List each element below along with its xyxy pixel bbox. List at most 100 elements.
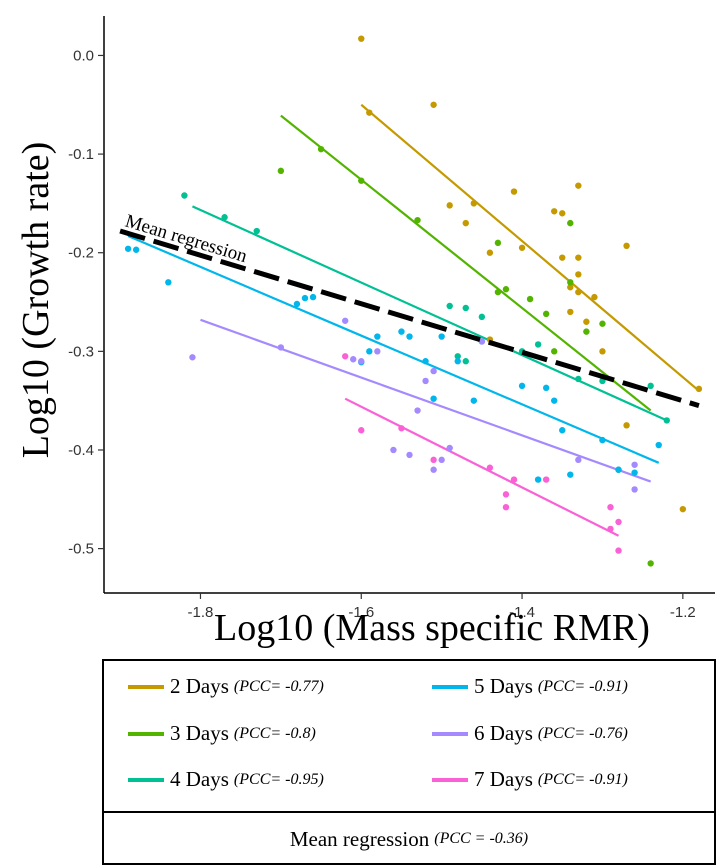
legend-swatch (432, 731, 468, 736)
data-point (430, 367, 437, 375)
data-point (358, 35, 365, 42)
data-points (124, 35, 703, 567)
legend-item-label: 5 Days (474, 674, 533, 698)
data-point (647, 560, 654, 567)
data-point (317, 145, 325, 153)
data-point (631, 486, 638, 493)
data-point (414, 407, 421, 414)
scatter-plot: -1.8 -1.6 -1.4 -1.20.0-0.1-0.2-0.3-0.4-0.5 … (15, 16, 715, 649)
legend-item-7-days: 7 Days (PCC= -0.91) (432, 767, 628, 792)
x-tick-label: -1.2 (670, 604, 696, 621)
y-tick-label: -0.1 (68, 146, 94, 163)
legend-item-6-days: 6 Days (PCC= -0.76) (432, 721, 628, 746)
legend-item-label: 4 Days (170, 767, 229, 791)
data-point (358, 358, 365, 365)
data-point (390, 446, 397, 454)
data-point (189, 354, 196, 361)
data-point (165, 279, 172, 286)
data-point (293, 300, 301, 308)
legend-swatch (432, 777, 468, 782)
data-point (502, 286, 510, 293)
legend-item-2-days: 2 Days (PCC= -0.77) (128, 674, 324, 699)
series-regression-line (360, 103, 700, 392)
data-point (559, 427, 566, 434)
data-point (526, 295, 534, 303)
data-point (358, 427, 365, 434)
legend-item-pcc: (PCC= -0.91) (537, 677, 628, 695)
series-regression-line (127, 234, 660, 464)
data-point (253, 227, 260, 235)
data-point (534, 476, 542, 483)
legend-item-pcc: (PCC= -0.8) (233, 724, 316, 742)
mean-regression-line (119, 228, 700, 408)
x-tick-label: -1.6 (348, 604, 374, 621)
data-point (631, 469, 638, 476)
data-point (430, 101, 437, 108)
data-point (663, 417, 670, 424)
data-point (374, 348, 381, 355)
series-regression-line (344, 397, 620, 537)
data-point (181, 192, 188, 199)
legend-swatch (128, 684, 164, 689)
series-regression-line (200, 318, 652, 483)
data-point (534, 341, 542, 348)
y-tick-label: -0.5 (68, 541, 94, 558)
series-regression-line (191, 205, 668, 422)
data-point (494, 239, 502, 247)
data-point (124, 245, 132, 252)
data-point (591, 293, 598, 301)
data-point (575, 456, 582, 464)
data-point (430, 466, 437, 473)
data-point (406, 451, 413, 459)
data-point (575, 182, 582, 189)
data-point (599, 320, 606, 327)
data-point (462, 304, 469, 312)
data-point (575, 288, 582, 296)
legend-mean-pcc: (PCC = -0.36) (434, 830, 529, 847)
series-regression-line (280, 114, 652, 412)
data-point (494, 288, 502, 296)
data-point (542, 476, 550, 483)
axes (103, 16, 715, 594)
legend-divider (104, 811, 714, 813)
data-point (518, 382, 526, 390)
x-tick-label: -1.4 (509, 604, 535, 621)
data-point (599, 348, 606, 355)
data-point (470, 397, 478, 404)
data-point (398, 425, 405, 432)
data-point (358, 177, 365, 184)
data-point (478, 313, 486, 321)
data-point (277, 167, 285, 175)
y-tick-label: -0.2 (68, 245, 94, 262)
data-point (277, 344, 285, 351)
regression-lines (127, 103, 700, 537)
data-point (567, 284, 574, 291)
data-point (438, 456, 445, 464)
legend-swatch (128, 731, 164, 736)
data-point (583, 328, 590, 335)
legend-item-label: 3 Days (170, 721, 229, 745)
data-point (567, 279, 574, 286)
data-point (607, 525, 614, 533)
data-point (583, 318, 590, 325)
legend-item-pcc: (PCC= -0.91) (537, 770, 628, 788)
legend-series-grid: 2 Days (PCC= -0.77) 3 Days (PCC= -0.8) 4… (104, 661, 714, 811)
data-point (438, 333, 445, 340)
legend-item-label: 6 Days (474, 721, 533, 745)
data-point (502, 491, 510, 498)
y-axis-title: Log10 (Growth rate) (15, 142, 57, 459)
data-point (422, 377, 429, 385)
data-point (454, 353, 461, 360)
data-point (486, 249, 494, 256)
data-point (551, 208, 558, 215)
y-tick-label: -0.4 (68, 442, 94, 459)
legend-swatch (128, 777, 164, 782)
data-point (350, 356, 357, 363)
data-point (679, 505, 687, 513)
legend-mean-label: Mean regression (289, 826, 430, 851)
data-point (647, 382, 654, 390)
legend-item-pcc: (PCC= -0.95) (233, 770, 324, 788)
legend-swatch (432, 684, 468, 689)
data-point (341, 353, 349, 360)
data-point (695, 385, 703, 393)
